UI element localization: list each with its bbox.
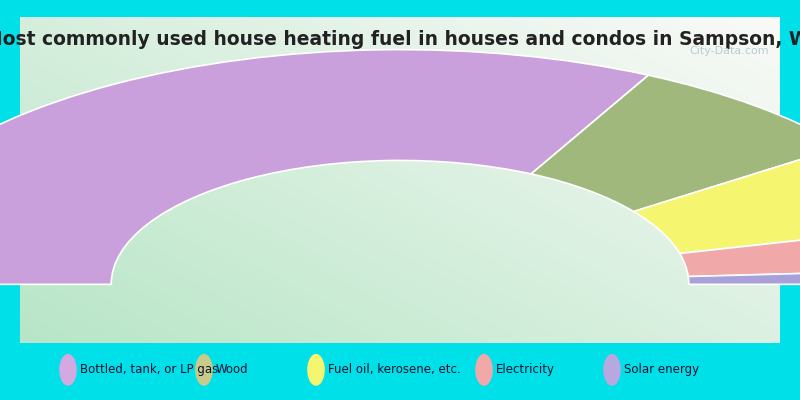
- Text: Solar energy: Solar energy: [624, 363, 699, 376]
- Ellipse shape: [195, 354, 213, 386]
- Wedge shape: [688, 270, 800, 284]
- Wedge shape: [531, 75, 800, 212]
- Text: Electricity: Electricity: [496, 363, 555, 376]
- Ellipse shape: [307, 354, 325, 386]
- Wedge shape: [634, 146, 800, 254]
- Ellipse shape: [475, 354, 493, 386]
- Text: City-Data.com: City-Data.com: [689, 46, 769, 56]
- Wedge shape: [680, 226, 800, 276]
- Text: Wood: Wood: [216, 363, 249, 376]
- Ellipse shape: [59, 354, 77, 386]
- Text: Most commonly used house heating fuel in houses and condos in Sampson, WI: Most commonly used house heating fuel in…: [0, 30, 800, 49]
- Text: Fuel oil, kerosene, etc.: Fuel oil, kerosene, etc.: [328, 363, 461, 376]
- Text: Bottled, tank, or LP gas: Bottled, tank, or LP gas: [80, 363, 218, 376]
- Ellipse shape: [603, 354, 621, 386]
- Wedge shape: [0, 50, 649, 284]
